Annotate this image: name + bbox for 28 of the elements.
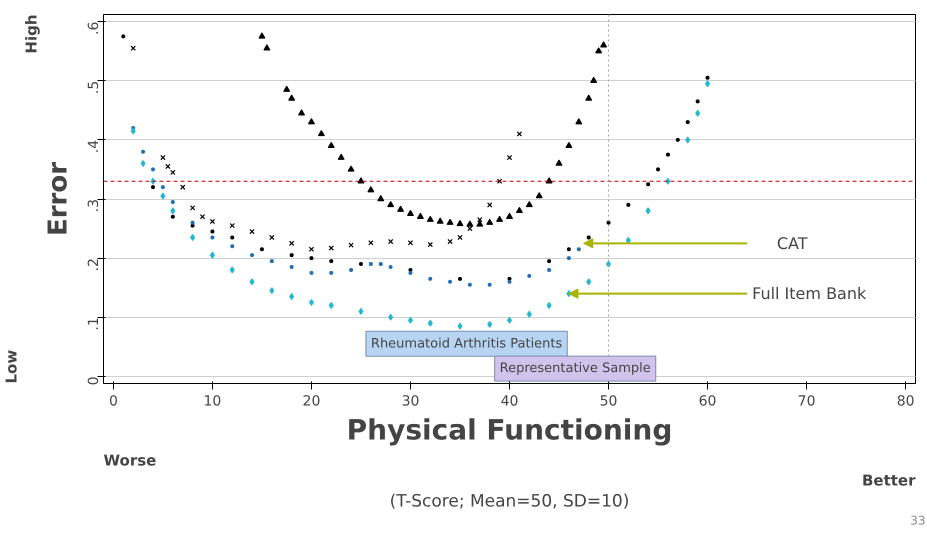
x-tick-label: 50 xyxy=(600,394,618,410)
y-tick-label: .2 xyxy=(86,258,102,272)
annotation: Representative Sample xyxy=(500,361,651,376)
x-tick-label: 10 xyxy=(204,394,222,410)
text: 33 xyxy=(910,514,926,528)
y-tick-label: .4 xyxy=(86,140,102,154)
text: Better xyxy=(862,472,916,490)
x-tick-label: 70 xyxy=(798,394,816,410)
annotation: Rheumatoid Arthritis Patients xyxy=(370,336,563,352)
x-tick-label: 40 xyxy=(500,394,518,410)
text: (T-Score; Mean=50, SD=10) xyxy=(390,492,630,512)
annotation: CAT xyxy=(776,234,808,253)
y-axis-title: Error xyxy=(44,162,74,236)
x-tick-label: 0 xyxy=(108,394,118,410)
x-tick-label: 80 xyxy=(896,394,915,410)
x-axis-title: Physical Functioning xyxy=(346,414,672,446)
y-tick-label: .5 xyxy=(86,80,102,94)
y-tick-label: .1 xyxy=(86,317,102,331)
x-tick-label: 60 xyxy=(698,394,716,410)
y-tick-label: .3 xyxy=(86,199,102,212)
y-tick-label: .6 xyxy=(86,22,102,35)
x-tick-label: 20 xyxy=(302,394,320,410)
text: High xyxy=(22,14,40,54)
y-tick-label: 0 xyxy=(86,376,102,386)
text: Worse xyxy=(104,452,156,470)
annotation: Full Item Bank xyxy=(752,284,867,304)
text: Low xyxy=(2,350,20,384)
x-tick-label: 30 xyxy=(402,394,420,410)
